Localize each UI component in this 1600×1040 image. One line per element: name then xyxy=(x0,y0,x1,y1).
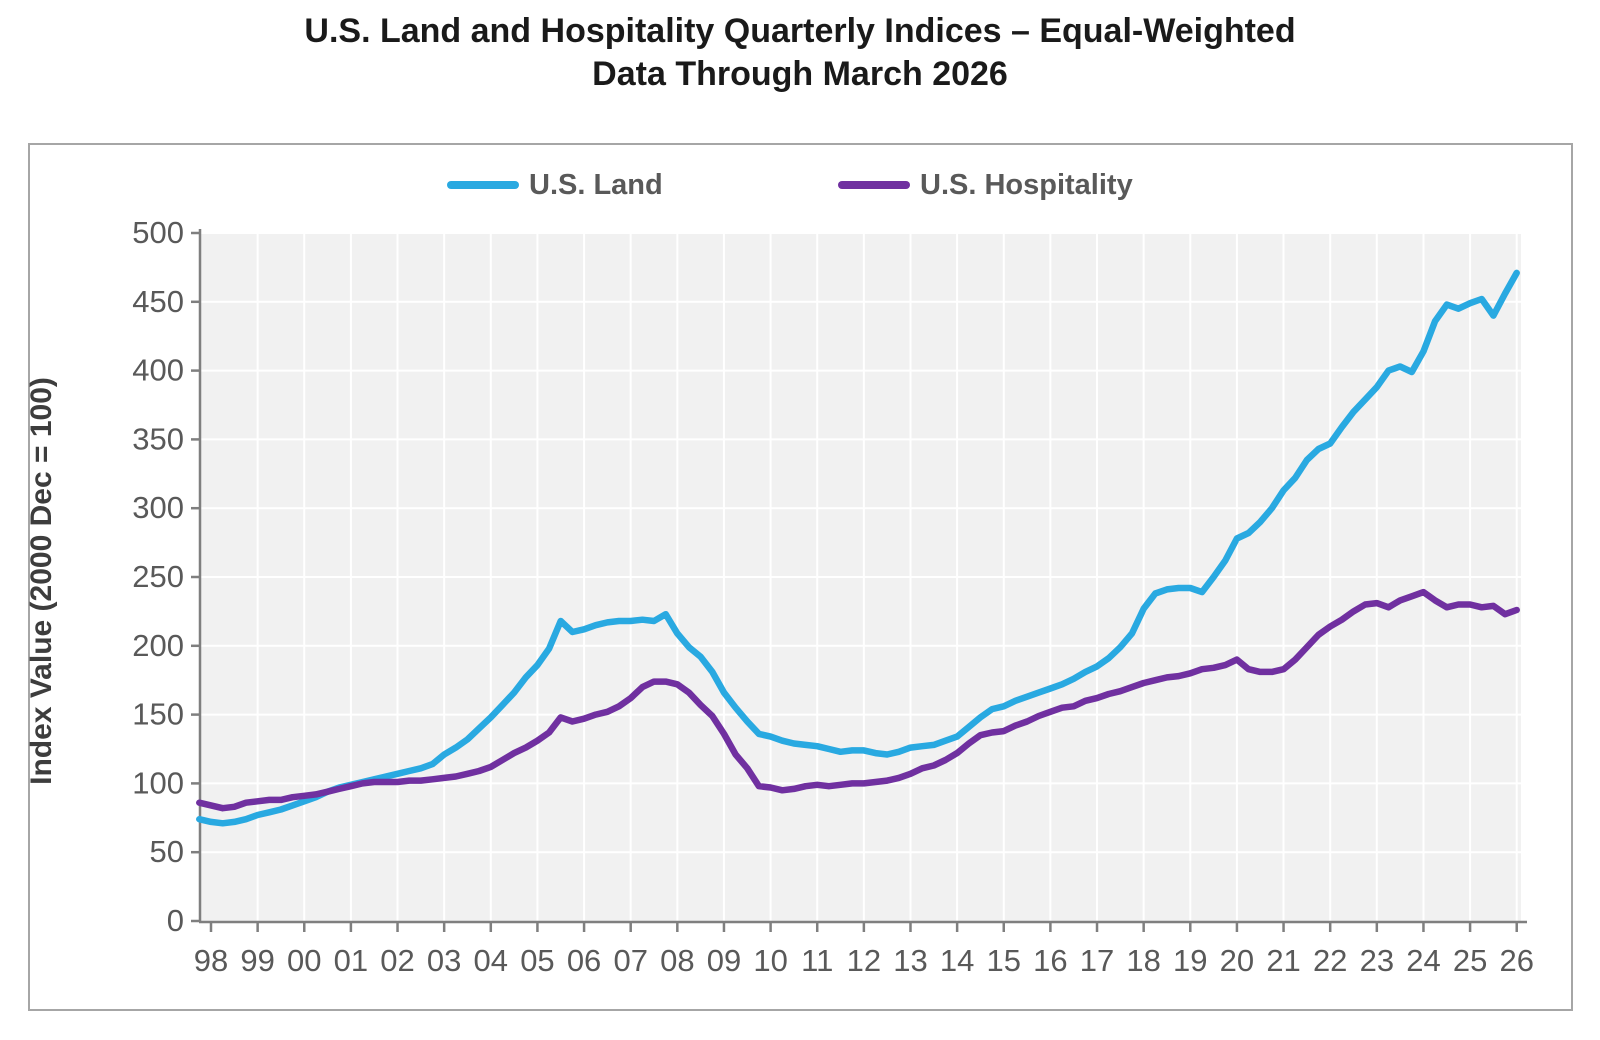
x-tick-label: 17 xyxy=(1080,943,1114,978)
line-u-s-land xyxy=(196,269,1520,827)
x-tick-label: 26 xyxy=(1499,943,1533,978)
x-tick-label: 99 xyxy=(240,943,274,978)
x-tick-label: 20 xyxy=(1220,943,1254,978)
x-tick-label: 98 xyxy=(194,943,228,978)
chart-title-line2: Data Through March 2026 xyxy=(592,55,1008,93)
x-tick-label: 06 xyxy=(567,943,601,978)
legend-label-us-hospitality: U.S. Hospitality xyxy=(920,168,1133,201)
x-tick-label: 24 xyxy=(1406,943,1440,978)
legend-entry-us-hospitality: U.S. Hospitality xyxy=(838,168,1133,201)
x-tick-label: 19 xyxy=(1173,943,1207,978)
x-tick-label: 12 xyxy=(847,943,881,978)
x-tick-label: 14 xyxy=(940,943,974,978)
x-tick-label: 09 xyxy=(707,943,741,978)
x-tick-label: 22 xyxy=(1313,943,1347,978)
y-tick-label: 200 xyxy=(132,628,184,663)
chart-title-line1: U.S. Land and Hospitality Quarterly Indi… xyxy=(304,12,1296,50)
x-tick-label: 23 xyxy=(1360,943,1394,978)
x-tick-label: 18 xyxy=(1126,943,1160,978)
chart-title: U.S. Land and Hospitality Quarterly Indi… xyxy=(0,10,1600,96)
legend-entry-us-land: U.S. Land xyxy=(447,168,663,201)
legend-swatch-us-land xyxy=(447,181,519,189)
x-tick-label: 02 xyxy=(380,943,414,978)
x-tick-label: 00 xyxy=(287,943,321,978)
y-tick-label: 450 xyxy=(132,284,184,319)
x-tick-label: 10 xyxy=(753,943,787,978)
x-tick-label: 08 xyxy=(660,943,694,978)
line-u-s-hospitality xyxy=(196,588,1520,812)
x-tick-label: 04 xyxy=(474,943,508,978)
y-tick-label: 0 xyxy=(167,903,184,938)
legend-swatch-us-hospitality xyxy=(838,181,910,189)
y-tick-label: 100 xyxy=(132,765,184,800)
x-tick-label: 21 xyxy=(1266,943,1300,978)
y-tick-label: 150 xyxy=(132,697,184,732)
legend-label-us-land: U.S. Land xyxy=(529,168,663,201)
y-tick-label: 50 xyxy=(150,834,184,869)
x-tick-label: 05 xyxy=(520,943,554,978)
y-tick-label: 250 xyxy=(132,559,184,594)
y-tick-label: 350 xyxy=(132,421,184,456)
x-tick-label: 07 xyxy=(613,943,647,978)
x-tick-label: 13 xyxy=(893,943,927,978)
x-tick-label: 11 xyxy=(801,943,833,978)
y-tick-label: 400 xyxy=(132,353,184,388)
y-tick-label: 300 xyxy=(132,490,184,525)
x-tick-label: 15 xyxy=(987,943,1021,978)
x-tick-label: 03 xyxy=(427,943,461,978)
x-tick-label: 25 xyxy=(1453,943,1487,978)
x-tick-label: 01 xyxy=(334,943,368,978)
x-tick-label: 16 xyxy=(1033,943,1067,978)
y-axis-title: Index Value (2000 Dec = 100) xyxy=(25,377,58,785)
y-tick-label: 500 xyxy=(132,215,184,250)
